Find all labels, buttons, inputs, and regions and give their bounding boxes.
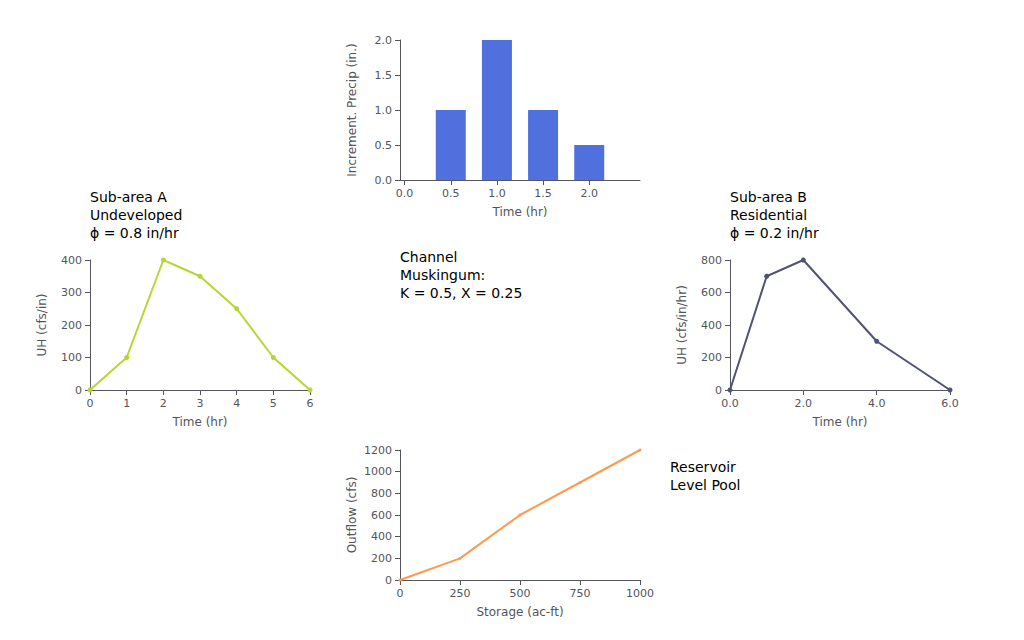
svg-text:300: 300: [61, 286, 82, 299]
svg-text:UH (cfs/in): UH (cfs/in): [35, 293, 49, 356]
svg-text:250: 250: [450, 587, 471, 600]
svg-text:Increment. Precip (in.): Increment. Precip (in.): [345, 43, 359, 176]
svg-text:0: 0: [75, 384, 82, 397]
svg-text:200: 200: [371, 552, 392, 565]
svg-text:Reservoir: Reservoir: [670, 459, 736, 475]
svg-text:0: 0: [397, 587, 404, 600]
svg-text:4: 4: [233, 397, 240, 410]
svg-text:1.5: 1.5: [375, 69, 393, 82]
svg-text:400: 400: [61, 254, 82, 267]
svg-text:400: 400: [701, 319, 722, 332]
svg-text:100: 100: [61, 351, 82, 364]
svg-text:0: 0: [87, 397, 94, 410]
svg-text:1.5: 1.5: [534, 187, 552, 200]
svg-text:1.0: 1.0: [488, 187, 506, 200]
svg-text:0.5: 0.5: [375, 139, 393, 152]
svg-text:0.0: 0.0: [396, 187, 414, 200]
svg-text:1.0: 1.0: [375, 104, 393, 117]
svg-text:0.5: 0.5: [442, 187, 460, 200]
svg-text:400: 400: [371, 530, 392, 543]
svg-text:0: 0: [385, 574, 392, 587]
svg-text:1: 1: [123, 397, 130, 410]
svg-text:Sub-area B: Sub-area B: [730, 189, 807, 205]
svg-text:Muskingum:: Muskingum:: [400, 267, 485, 283]
svg-text:500: 500: [510, 587, 531, 600]
svg-text:2.0: 2.0: [795, 397, 813, 410]
svg-text:6.0: 6.0: [941, 397, 959, 410]
svg-text:200: 200: [701, 351, 722, 364]
svg-text:Sub-area A: Sub-area A: [90, 189, 167, 205]
svg-text:0.0: 0.0: [375, 174, 393, 187]
svg-text:Outflow (cfs): Outflow (cfs): [345, 477, 359, 554]
svg-text:600: 600: [701, 286, 722, 299]
svg-text:ϕ = 0.8 in/hr: ϕ = 0.8 in/hr: [90, 225, 179, 241]
svg-text:1000: 1000: [364, 465, 392, 478]
svg-text:Residential: Residential: [730, 207, 807, 223]
svg-text:1200: 1200: [364, 444, 392, 457]
svg-text:Storage (ac-ft): Storage (ac-ft): [476, 605, 563, 619]
svg-text:6: 6: [307, 397, 314, 410]
svg-text:UH (cfs/in/hr): UH (cfs/in/hr): [675, 285, 689, 365]
svg-text:5: 5: [270, 397, 277, 410]
svg-text:600: 600: [371, 509, 392, 522]
svg-text:1000: 1000: [626, 587, 654, 600]
svg-text:Channel: Channel: [400, 249, 457, 265]
svg-text:0: 0: [715, 384, 722, 397]
svg-text:Undeveloped: Undeveloped: [90, 207, 182, 223]
svg-text:Time (hr): Time (hr): [491, 205, 547, 219]
svg-text:800: 800: [701, 254, 722, 267]
svg-text:2.0: 2.0: [580, 187, 598, 200]
svg-text:K = 0.5, X = 0.25: K = 0.5, X = 0.25: [400, 285, 522, 301]
svg-text:4.0: 4.0: [868, 397, 886, 410]
svg-text:Level Pool: Level Pool: [670, 477, 740, 493]
svg-text:2.0: 2.0: [375, 34, 393, 47]
svg-text:750: 750: [570, 587, 591, 600]
svg-text:0.0: 0.0: [721, 397, 739, 410]
svg-text:Time (hr): Time (hr): [171, 415, 227, 429]
svg-text:2: 2: [160, 397, 167, 410]
svg-text:3: 3: [197, 397, 204, 410]
svg-text:Time (hr): Time (hr): [811, 415, 867, 429]
svg-text:800: 800: [371, 487, 392, 500]
svg-text:200: 200: [61, 319, 82, 332]
svg-text:ϕ = 0.2 in/hr: ϕ = 0.2 in/hr: [730, 225, 819, 241]
